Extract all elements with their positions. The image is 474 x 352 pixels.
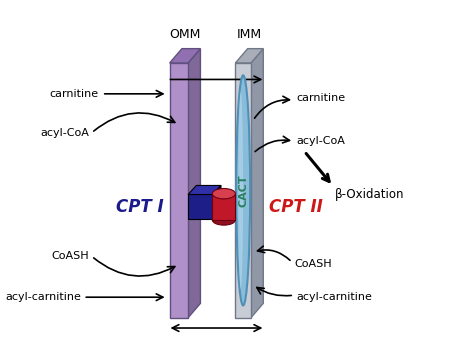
Ellipse shape — [212, 188, 236, 199]
Text: acyl-CoA: acyl-CoA — [296, 136, 345, 146]
Bar — [188, 195, 213, 219]
Polygon shape — [236, 49, 263, 63]
Text: carnitine: carnitine — [50, 89, 99, 99]
Bar — [212, 194, 236, 220]
Text: CPT I: CPT I — [116, 198, 164, 216]
Text: CACT: CACT — [238, 174, 248, 207]
Text: acyl-CoA: acyl-CoA — [41, 128, 90, 138]
Text: CoASH: CoASH — [52, 251, 90, 261]
Bar — [236, 63, 251, 318]
Text: CoASH: CoASH — [294, 259, 332, 269]
Polygon shape — [188, 186, 221, 195]
Polygon shape — [213, 186, 221, 219]
Polygon shape — [170, 49, 201, 63]
Polygon shape — [188, 49, 201, 318]
Text: carnitine: carnitine — [296, 93, 345, 103]
Text: OMM: OMM — [169, 28, 201, 41]
Text: acyl-carnitine: acyl-carnitine — [296, 292, 372, 302]
Text: β-Oxidation: β-Oxidation — [335, 188, 405, 201]
Ellipse shape — [236, 75, 250, 306]
Text: IMM: IMM — [237, 28, 262, 41]
Text: acyl-carnitine: acyl-carnitine — [5, 292, 81, 302]
Polygon shape — [251, 49, 263, 318]
Bar — [170, 63, 188, 318]
Text: CPT II: CPT II — [269, 198, 323, 216]
Ellipse shape — [238, 92, 243, 289]
Ellipse shape — [212, 215, 236, 225]
